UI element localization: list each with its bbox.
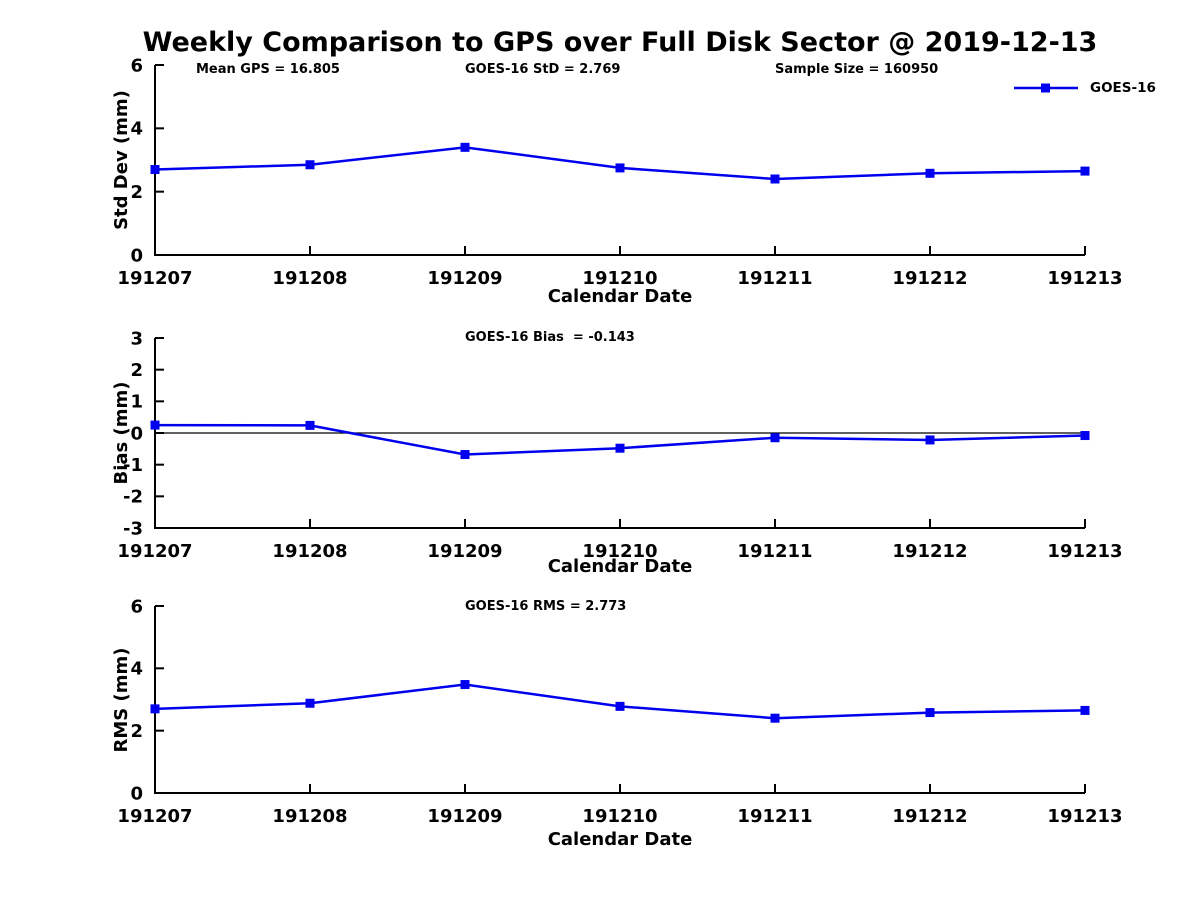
x-tick-label: 191211 [737, 268, 812, 289]
data-point-marker [615, 701, 625, 711]
data-point-marker [305, 698, 315, 708]
legend: GOES-16 [1012, 80, 1156, 96]
y-axis-label-bias: Bias (mm) [111, 381, 132, 485]
x-tick-label: 191208 [272, 806, 347, 827]
y-tick-label: 2 [130, 721, 143, 742]
data-point-marker [925, 435, 935, 445]
x-tick-label: 191209 [427, 806, 502, 827]
y-tick-label: -2 [123, 487, 143, 508]
data-point-marker [150, 420, 160, 430]
subplot-bias: -3 -2 -1 0 1 2 3 191207 191208 191209 191210 191211… [117, 328, 1122, 562]
data-point-marker [925, 708, 935, 718]
y-axis-label-stddev: Std Dev (mm) [111, 90, 132, 230]
y-tick-label: 4 [130, 659, 143, 680]
y-tick-label: -1 [123, 455, 143, 476]
y-tick-label: 4 [130, 119, 143, 140]
y-tick-label: 0 [130, 245, 143, 266]
x-tick-label: 191213 [1047, 806, 1122, 827]
axis-lines [154, 606, 1085, 794]
y-tick-label: 1 [130, 392, 143, 413]
series-line-goes16 [154, 146, 1086, 181]
x-tick-label: 191213 [1047, 268, 1122, 289]
x-tick-label: 191208 [272, 268, 347, 289]
x-tick-label: 191207 [117, 806, 192, 827]
x-tick-label: 191212 [892, 268, 967, 289]
x-axis-label-calendar-date-2: Calendar Date [547, 556, 693, 577]
axis-lines [154, 65, 1085, 256]
y-tick-label: 6 [130, 596, 143, 617]
annotation-mean-gps: Mean GPS = 16.805 [196, 62, 340, 77]
x-tick-label: 191210 [582, 541, 657, 562]
y-tick-label: 2 [130, 182, 143, 203]
legend-label: GOES-16 [1090, 80, 1156, 96]
data-point-marker [150, 704, 160, 714]
data-point-marker [615, 163, 625, 173]
x-axis-label-calendar-date-1: Calendar Date [547, 286, 693, 307]
data-point-marker [770, 713, 780, 723]
data-point-marker [1080, 431, 1090, 441]
y-tick-label: 0 [130, 423, 143, 444]
data-point-marker [460, 680, 470, 690]
y-tick-label: -3 [123, 518, 143, 539]
y-tick-label: 0 [130, 783, 143, 804]
x-tick-label: 191207 [117, 268, 192, 289]
x-tick-label: 191207 [117, 541, 192, 562]
x-tick-label: 191210 [582, 268, 657, 289]
annotation-sample-size: Sample Size = 160950 [775, 62, 939, 77]
annotation-goes16-rms: GOES-16 RMS = 2.773 [465, 599, 627, 614]
x-tick-label: 191212 [892, 806, 967, 827]
data-point-marker [1080, 705, 1090, 715]
data-point-marker [305, 420, 315, 430]
x-tick-label: 191210 [582, 806, 657, 827]
data-point-marker [615, 443, 625, 453]
annotation-goes16-std: GOES-16 StD = 2.769 [465, 62, 621, 77]
legend-line-icon [1014, 83, 1078, 93]
data-point-marker [305, 160, 315, 170]
x-tick-label: 191209 [427, 268, 502, 289]
subplot-std-dev: 0 2 4 6 191207 191208 191209 191210 191211 191212… [117, 55, 1122, 289]
series-line-goes16 [154, 683, 1086, 720]
data-point-marker [925, 168, 935, 178]
x-tick-label: 191211 [737, 541, 812, 562]
annotation-goes16-bias: GOES-16 Bias = -0.143 [465, 330, 635, 345]
data-point-marker [460, 450, 470, 460]
x-tick-label: 191213 [1047, 541, 1122, 562]
data-point-marker [460, 142, 470, 152]
y-tick-label: 3 [130, 328, 143, 349]
y-axis-label-rms: RMS (mm) [111, 647, 132, 753]
chart-title: Weekly Comparison to GPS over Full Disk … [142, 27, 1098, 58]
x-tick-label: 191211 [737, 806, 812, 827]
data-point-marker [770, 433, 780, 443]
data-point-marker [1080, 166, 1090, 176]
x-tick-label: 191212 [892, 541, 967, 562]
x-tick-label: 191208 [272, 541, 347, 562]
data-point-marker [770, 174, 780, 184]
data-point-marker [150, 165, 160, 174]
x-tick-label: 191209 [427, 541, 502, 562]
subplot-rms: 0 2 4 6 191207 191208 191209 191210 191211 191212… [117, 596, 1122, 827]
y-tick-label: 6 [130, 55, 143, 76]
y-tick-label: 2 [130, 360, 143, 381]
x-axis-label-calendar-date-3: Calendar Date [547, 829, 693, 850]
